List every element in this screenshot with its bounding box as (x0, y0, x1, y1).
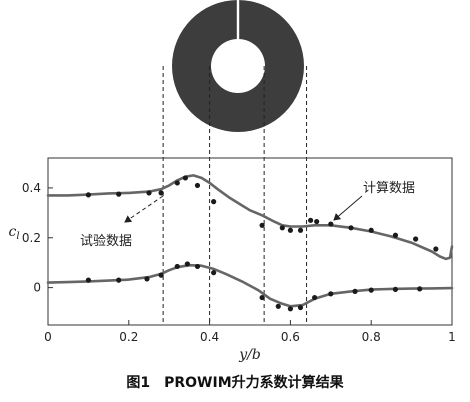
experiment-point (259, 222, 265, 228)
experiment-point (279, 225, 285, 231)
experiment-point (116, 191, 122, 197)
x-tick-label: 0.6 (281, 330, 300, 344)
experiment-point (144, 276, 150, 282)
computed-curve-2 (46, 263, 454, 308)
experiment-annotation: 试验数据 (80, 233, 132, 249)
experiment-point (368, 227, 374, 233)
experiment-point (312, 294, 318, 301)
x-tick-label: 0.4 (200, 330, 219, 344)
experiment-point (297, 227, 304, 233)
disk-ring (172, 0, 304, 132)
experiment-point (417, 286, 423, 292)
y-axis-label: cl (8, 224, 19, 242)
experiment-point (116, 277, 122, 283)
disk-slit (236, 0, 240, 39)
experiment-point (211, 270, 217, 276)
experiment-arrow (124, 195, 164, 223)
experiment-point (352, 288, 358, 294)
experiment-point (287, 227, 293, 233)
experiment-point (182, 175, 188, 181)
y-tick-label: 0.4 (22, 181, 41, 195)
plot-frame (47, 157, 453, 326)
x-tick-label: 0.8 (362, 330, 381, 344)
experiment-point (328, 221, 334, 227)
experiment-point (174, 180, 180, 186)
experiment-point (158, 190, 164, 196)
experiment-point (328, 291, 334, 297)
y-tick-label: 0 (33, 281, 41, 295)
axis-ticks: 0 0.2 0.4 0.6 0.8 1 0 0.2 0.4 (22, 181, 456, 344)
experiment-point (275, 303, 281, 309)
experiment-point (348, 225, 354, 231)
experiment-point (158, 272, 164, 278)
series-layer (46, 174, 454, 312)
experiment-point (287, 306, 293, 312)
experiment-point (413, 236, 419, 242)
propeller-disk-icon (172, 0, 304, 132)
x-tick-label: 0 (44, 330, 52, 344)
experiment-point (368, 287, 374, 293)
computed-annotation: 计算数据 (363, 181, 415, 196)
experiment-point (392, 232, 399, 238)
computed-curve-0 (46, 174, 454, 261)
experiment-point (308, 217, 314, 223)
experiment-point (194, 182, 201, 189)
experiment-point (392, 286, 399, 292)
experiment-point (314, 218, 320, 225)
experiment-point (146, 190, 152, 196)
experiment-point (85, 192, 91, 198)
experiment-point (184, 261, 190, 267)
x-tick-label: 1 (448, 330, 456, 344)
x-axis-label: y/b (238, 347, 261, 363)
y-tick-label: 0.2 (22, 231, 41, 245)
x-tick-label: 0.2 (119, 330, 138, 344)
annotations: 试验数据 计算数据 (80, 181, 415, 249)
reference-lines (162, 66, 308, 325)
experiment-point (194, 263, 201, 270)
computed-arrow (333, 195, 363, 221)
experiment-point (174, 263, 180, 270)
figure-caption: 图1 PROWIM升力系数计算结果 (126, 374, 344, 391)
experiment-point (211, 199, 217, 205)
experiment-point (259, 294, 265, 301)
experiment-point (297, 304, 304, 311)
experiment-point (433, 246, 439, 252)
experiment-point (85, 277, 91, 283)
